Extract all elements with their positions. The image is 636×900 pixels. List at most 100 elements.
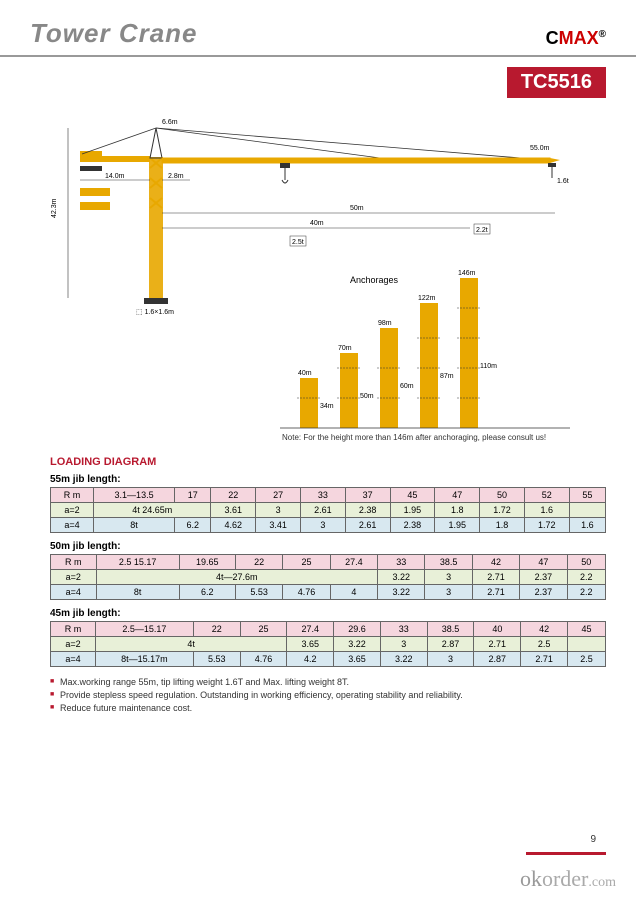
table-header-cell: 42 <box>521 622 568 637</box>
feature-bullet: Provide stepless speed regulation. Outst… <box>50 690 606 700</box>
table-cell: 5.53 <box>235 585 282 600</box>
svg-text:2.8m: 2.8m <box>168 173 184 180</box>
anchorage-bar <box>420 303 438 428</box>
loading-table: R m2.5—15.17222527.429.63338.5404245a=24… <box>50 621 606 667</box>
feature-bullet: Reduce future maintenance cost. <box>50 703 606 713</box>
crane-svg: ⬚ 1.6×1.6m 14.0 <box>50 108 580 448</box>
table-header-cell: 40 <box>474 622 521 637</box>
base-dim: ⬚ 1.6×1.6m <box>136 309 174 316</box>
table-header-cell: 19.65 <box>179 555 235 570</box>
jib-length-label: 50m jib length: <box>50 541 636 552</box>
table-cell: a=4 <box>51 585 97 600</box>
loading-table: R m2.5 15.1719.65222527.43338.5424750a=2… <box>50 554 606 600</box>
table-cell: 3.61 <box>211 503 256 518</box>
table-cell: 2.71 <box>472 585 519 600</box>
svg-text:14.0m: 14.0m <box>105 173 125 180</box>
table-header-cell: 33 <box>378 555 425 570</box>
table-cell: 1.8 <box>480 518 525 533</box>
svg-text:2.5t: 2.5t <box>292 239 304 246</box>
table-cell: 4t—27.6m <box>96 570 378 585</box>
table-cell: a=2 <box>51 637 96 652</box>
svg-text:40m: 40m <box>298 370 312 377</box>
table-header-cell: 2.5—15.17 <box>95 622 193 637</box>
table-header-cell: 25 <box>240 622 287 637</box>
table-cell: 4.62 <box>211 518 256 533</box>
table-cell: 1.72 <box>480 503 525 518</box>
table-cell: 1.6 <box>569 518 605 533</box>
anchorage-bar <box>300 378 318 428</box>
table-cell: 2.71 <box>474 637 521 652</box>
svg-text:6.6m: 6.6m <box>162 119 178 126</box>
table-header-cell: 22 <box>211 488 256 503</box>
table-cell: 2.37 <box>520 585 567 600</box>
svg-text:2.2t: 2.2t <box>476 227 488 234</box>
svg-text:98m: 98m <box>378 320 392 327</box>
svg-text:50m: 50m <box>360 393 374 400</box>
table-cell: 8t <box>96 585 179 600</box>
table-cell: 3.65 <box>334 652 381 667</box>
table-cell: 2.61 <box>345 518 390 533</box>
anchorage-bar <box>340 353 358 428</box>
table-header-cell: 52 <box>524 488 569 503</box>
table-cell: 8t <box>94 518 175 533</box>
table-header-cell: 27.4 <box>287 622 334 637</box>
table-cell: 2.5 <box>521 637 568 652</box>
table-cell: 2.87 <box>474 652 521 667</box>
table-cell: 1.6 <box>524 503 569 518</box>
svg-text:40m: 40m <box>310 220 324 227</box>
crane-diagram: ⬚ 1.6×1.6m 14.0 <box>50 108 606 448</box>
loading-table: R m3.1—13.517222733374547505255a=24t 24.… <box>50 487 606 533</box>
tables-container: 55m jib length:R m3.1—13.517222733374547… <box>0 474 636 667</box>
page-number: 9 <box>590 834 596 845</box>
svg-text:55.0m: 55.0m <box>530 145 550 152</box>
table-cell: 3.22 <box>380 652 427 667</box>
table-cell: 3.22 <box>334 637 381 652</box>
table-header-cell: R m <box>51 555 97 570</box>
jib-length-label: 45m jib length: <box>50 608 636 619</box>
watermark: okorder.com <box>520 866 616 892</box>
table-cell: 3 <box>427 652 474 667</box>
page-header: Tower Crane CMAX® <box>0 0 636 57</box>
table-cell: 3.41 <box>256 518 301 533</box>
table-cell: 2.61 <box>300 503 345 518</box>
table-header-cell: 50 <box>567 555 605 570</box>
table-header-cell: 17 <box>175 488 211 503</box>
table-header-cell: 33 <box>300 488 345 503</box>
table-cell: 6.2 <box>179 585 235 600</box>
table-cell: 3.65 <box>287 637 334 652</box>
table-cell: a=4 <box>51 652 96 667</box>
table-header-cell: 38.5 <box>425 555 472 570</box>
table-cell: 3 <box>380 637 427 652</box>
svg-text:146m: 146m <box>458 270 476 277</box>
table-cell: 2.2 <box>567 585 605 600</box>
feature-bullet: Max.working range 55m, tip lifting weigh… <box>50 677 606 687</box>
table-header-cell: 50 <box>480 488 525 503</box>
table-header-cell: 22 <box>193 622 240 637</box>
table-cell: a=4 <box>51 518 94 533</box>
table-header-cell: 42 <box>472 555 519 570</box>
table-cell: 2.38 <box>345 503 390 518</box>
table-cell: 2.87 <box>427 637 474 652</box>
svg-text:87m: 87m <box>440 373 454 380</box>
table-cell: 1.8 <box>435 503 480 518</box>
table-cell: 4.76 <box>240 652 287 667</box>
svg-text:110m: 110m <box>480 363 497 370</box>
table-header-cell: 29.6 <box>334 622 381 637</box>
table-cell: 4t 24.65m <box>94 503 211 518</box>
table-header-cell: 27 <box>256 488 301 503</box>
table-cell: 2.71 <box>472 570 519 585</box>
svg-text:70m: 70m <box>338 345 352 352</box>
table-header-cell: R m <box>51 488 94 503</box>
anchorage-note: Note: For the height more than 146m afte… <box>282 433 546 442</box>
table-header-cell: 3.1—13.5 <box>94 488 175 503</box>
svg-text:34m: 34m <box>320 403 334 410</box>
table-cell: 3 <box>425 585 472 600</box>
anchorage-bar <box>380 328 398 428</box>
svg-text:122m: 122m <box>418 295 436 302</box>
table-cell: 6.2 <box>175 518 211 533</box>
table-cell <box>569 503 605 518</box>
svg-text:42.3m: 42.3m <box>51 198 58 218</box>
table-cell: 5.53 <box>193 652 240 667</box>
table-cell: 2.37 <box>520 570 567 585</box>
table-header-cell: 25 <box>283 555 330 570</box>
